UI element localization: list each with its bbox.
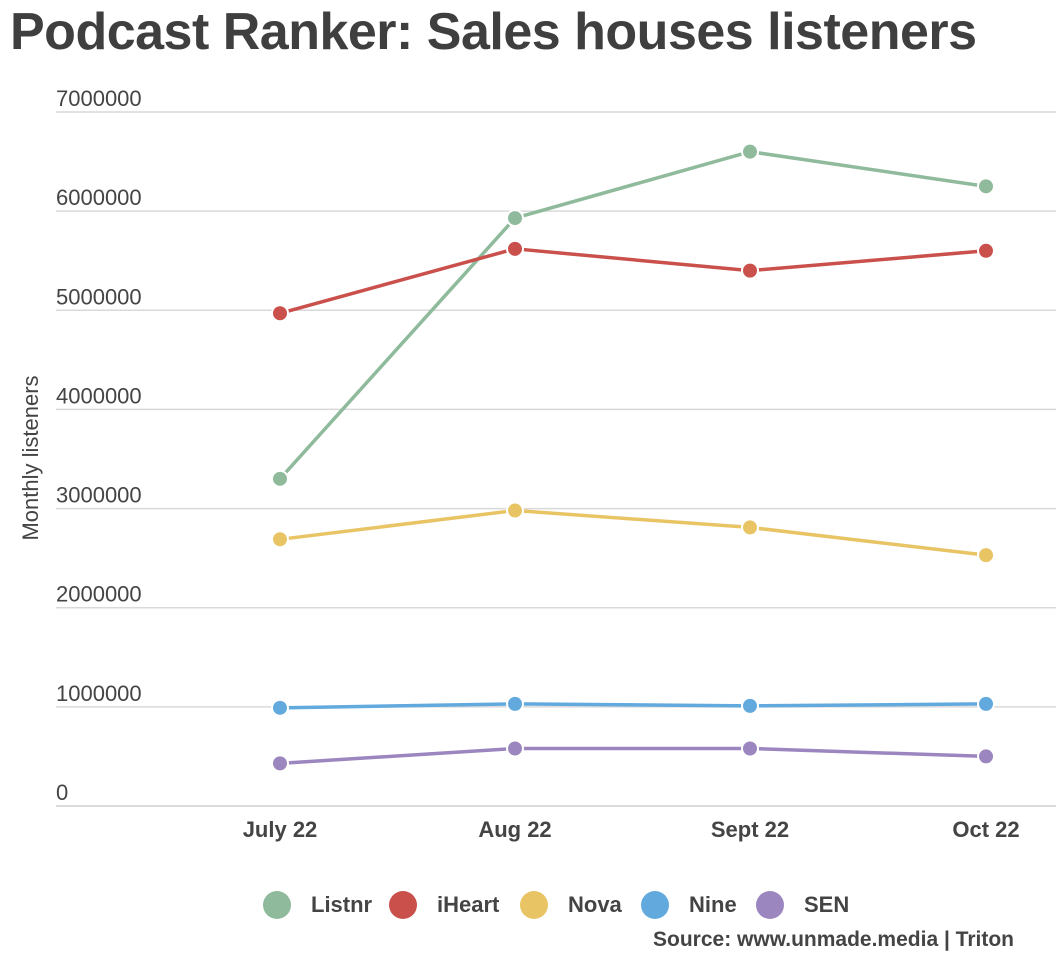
y-tick-label: 3000000	[56, 483, 142, 508]
data-point	[741, 261, 759, 280]
data-point	[741, 696, 759, 715]
data-point	[271, 698, 289, 717]
x-tick-label: Oct 22	[952, 817, 1019, 842]
legend-label: SEN	[804, 892, 849, 917]
data-point	[506, 209, 524, 228]
data-point	[506, 739, 524, 758]
y-axis-ticks: 0 1000000 2000000 3000000 4000000 5000000 6000…	[56, 86, 142, 805]
series-line	[279, 702, 987, 710]
legend-swatch	[520, 891, 548, 919]
y-tick-label: 6000000	[56, 185, 142, 210]
data-point	[977, 546, 995, 565]
data-point	[271, 530, 289, 549]
x-tick-label: Aug 22	[478, 817, 551, 842]
y-tick-label: 4000000	[56, 383, 142, 408]
y-tick-label: 7000000	[56, 86, 142, 111]
gridlines	[56, 111, 1056, 807]
y-tick-label: 5000000	[56, 284, 142, 309]
chart-title: Podcast Ranker: Sales houses listeners	[10, 3, 977, 61]
y-axis-label: Monthly listeners	[18, 375, 43, 540]
data-point	[741, 142, 759, 161]
x-tick-label: July 22	[243, 817, 318, 842]
legend-label: Nine	[689, 892, 737, 917]
data-point	[271, 469, 289, 488]
legend-label: Listnr	[311, 892, 373, 917]
legend-label: iHeart	[437, 892, 500, 917]
data-point	[977, 177, 995, 196]
x-tick-label: Sept 22	[711, 817, 789, 842]
data-point	[506, 239, 524, 258]
y-tick-label: 0	[56, 780, 68, 805]
legend-swatch	[389, 891, 417, 919]
legend-swatch	[641, 891, 669, 919]
series-layer	[271, 142, 995, 773]
data-point	[271, 754, 289, 773]
data-point	[271, 304, 289, 323]
data-point	[741, 518, 759, 537]
y-tick-label: 1000000	[56, 681, 142, 706]
y-tick-label: 2000000	[56, 582, 142, 607]
data-point	[506, 694, 524, 713]
data-point	[977, 241, 995, 260]
x-axis-ticks: July 22 Aug 22 Sept 22 Oct 22	[243, 817, 1020, 842]
series-line	[279, 508, 987, 557]
data-point	[977, 747, 995, 766]
data-point	[977, 694, 995, 713]
source-note: Source: www.unmade.media | Triton	[653, 928, 1014, 951]
series-line	[279, 746, 987, 766]
legend-swatch	[756, 891, 784, 919]
series-line	[279, 247, 987, 315]
data-point	[506, 501, 524, 520]
legend-label: Nova	[568, 892, 623, 917]
data-point	[741, 739, 759, 758]
legend-swatch	[263, 891, 291, 919]
series-line	[278, 149, 987, 481]
legend: Listnr iHeart Nova Nine SEN	[263, 891, 849, 919]
